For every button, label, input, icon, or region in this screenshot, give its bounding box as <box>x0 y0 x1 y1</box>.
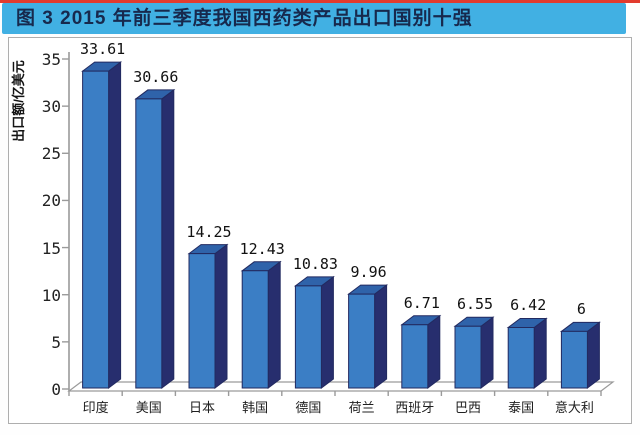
x-axis-label: 巴西 <box>454 400 481 415</box>
bar-value-label: 6.71 <box>403 293 440 312</box>
figure-title-bar: 图 3 2015 年前三季度我国西药类产品出口国别十强 <box>2 3 626 34</box>
y-tick-label: 5 <box>51 332 61 352</box>
x-axis-label: 韩国 <box>242 400 269 415</box>
y-tick-label: 25 <box>41 144 61 164</box>
x-axis-label: 荷兰 <box>348 400 375 415</box>
x-axis-label: 西班牙 <box>395 400 435 415</box>
bar-value-label: 14.25 <box>186 222 232 241</box>
x-axis-label: 德国 <box>295 400 322 415</box>
bar-value-label: 9.96 <box>350 263 387 282</box>
bar-value-label: 12.43 <box>239 239 285 258</box>
bar-value-label: 6 <box>576 300 586 319</box>
x-axis-label: 意大利 <box>554 400 594 415</box>
bar-value-label: 10.83 <box>292 254 338 273</box>
x-axis-label: 泰国 <box>508 400 535 415</box>
chart-area: 出口额/亿美元 0 5 10 15 20 25 30 35 33.61 30.66 14.25 12… <box>8 37 632 424</box>
y-tick-label: 0 <box>51 380 61 399</box>
bar-value-label: 6.42 <box>510 296 547 315</box>
bar-value-label: 33.61 <box>80 40 126 59</box>
x-axis-label: 美国 <box>135 400 162 415</box>
y-tick-label: 20 <box>41 191 61 211</box>
plot-svg <box>62 52 615 396</box>
x-axis-label: 日本 <box>188 400 215 415</box>
y-tick-label: 10 <box>41 285 61 305</box>
y-tick-label: 35 <box>41 50 61 69</box>
figure-title: 图 3 2015 年前三季度我国西药类产品出口国别十强 <box>16 8 473 29</box>
y-tick-label: 15 <box>41 238 61 258</box>
y-tick-label: 30 <box>41 97 61 117</box>
bar-value-label: 30.66 <box>133 67 179 86</box>
bar-value-label: 6.55 <box>456 295 494 314</box>
x-axis-label: 印度 <box>82 400 109 415</box>
top-rule <box>0 0 640 3</box>
